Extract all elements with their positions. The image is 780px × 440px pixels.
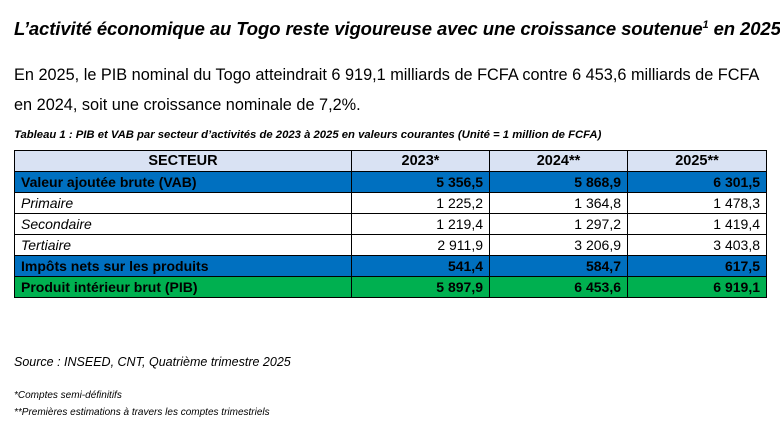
table-row-pib: Produit intérieur brut (PIB) 5 897,9 6 4… — [14, 276, 767, 298]
table-row-vab: Valeur ajoutée brute (VAB) 5 356,5 5 868… — [14, 171, 767, 193]
cell-2023: 1 219,4 — [351, 213, 490, 235]
cell-2023: 2 911,9 — [351, 234, 490, 256]
cell-2024: 584,7 — [489, 255, 628, 277]
row-label: Primaire — [14, 192, 352, 214]
cell-2024: 1 364,8 — [489, 192, 628, 214]
header-2024: 2024** — [489, 150, 628, 172]
cell-2023: 5 356,5 — [351, 171, 490, 193]
cell-2023: 1 225,2 — [351, 192, 490, 214]
header-2025: 2025** — [627, 150, 767, 172]
cell-2023: 541,4 — [351, 255, 490, 277]
table-source: Source : INSEED, CNT, Quatrième trimestr… — [14, 355, 291, 369]
cell-2025: 3 403,8 — [627, 234, 767, 256]
footnote-estimations: **Premières estimations à travers les co… — [14, 407, 270, 418]
cell-2025: 1 419,4 — [627, 213, 767, 235]
header-2023: 2023* — [351, 150, 490, 172]
footnote-semi-definitifs: *Comptes semi-définitifs — [14, 390, 122, 401]
row-label: Produit intérieur brut (PIB) — [14, 276, 352, 298]
table-row-tertiaire: Tertiaire 2 911,9 3 206,9 3 403,8 — [14, 234, 767, 256]
row-label: Secondaire — [14, 213, 352, 235]
heading-suffix: en 2025 — [708, 18, 780, 39]
row-label: Impôts nets sur les produits — [14, 255, 352, 277]
cell-2025: 6 919,1 — [627, 276, 767, 298]
cell-2025: 6 301,5 — [627, 171, 767, 193]
cell-2023: 5 897,9 — [351, 276, 490, 298]
footnote-marker: 1 — [702, 18, 709, 31]
summary-paragraph: En 2025, le PIB nominal du Togo atteindr… — [14, 66, 759, 114]
table-header-row: SECTEUR 2023* 2024** 2025** — [14, 150, 767, 172]
cell-2025: 617,5 — [627, 255, 767, 277]
gdp-table: SECTEUR 2023* 2024** 2025** Valeur ajout… — [14, 150, 767, 298]
table-row-secondaire: Secondaire 1 219,4 1 297,2 1 419,4 — [14, 213, 767, 235]
cell-2024: 5 868,9 — [489, 171, 628, 193]
row-label: Tertiaire — [14, 234, 352, 256]
table-row-impots: Impôts nets sur les produits 541,4 584,7… — [14, 255, 767, 277]
row-label: Valeur ajoutée brute (VAB) — [14, 171, 352, 193]
cell-2024: 3 206,9 — [489, 234, 628, 256]
table-caption: Tableau 1 : PIB et VAB par secteur d’act… — [14, 129, 602, 141]
cell-2024: 1 297,2 — [489, 213, 628, 235]
cell-2024: 6 453,6 — [489, 276, 628, 298]
section-heading: L’activité économique au Togo reste vigo… — [14, 18, 780, 40]
cell-2025: 1 478,3 — [627, 192, 767, 214]
header-secteur: SECTEUR — [14, 150, 352, 172]
heading-text: L’activité économique au Togo reste vigo… — [14, 18, 703, 39]
table-row-primaire: Primaire 1 225,2 1 364,8 1 478,3 — [14, 192, 767, 214]
